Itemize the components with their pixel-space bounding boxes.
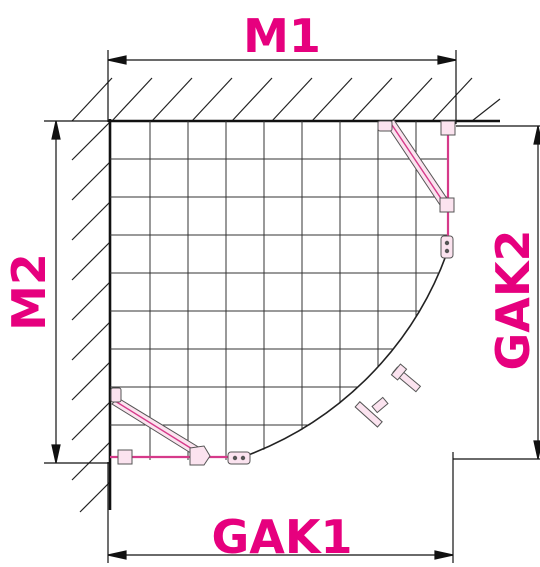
- top-wall-hatching: [71, 77, 501, 122]
- dimension-gak2: [453, 125, 540, 460]
- walls: [108, 119, 500, 510]
- dimension-m2: [44, 120, 110, 464]
- label-m2: M2: [2, 253, 56, 331]
- left-wall-hatching: [71, 121, 111, 513]
- label-gak1: GAK1: [211, 510, 352, 564]
- label-gak2: GAK2: [486, 229, 540, 370]
- label-m1: M1: [243, 9, 321, 63]
- tile-grid: [110, 121, 448, 460]
- door-handles: [354, 363, 422, 428]
- curved-door-track: [239, 249, 449, 459]
- dimension-gak1: [107, 452, 454, 563]
- dimension-m1: [107, 50, 457, 124]
- bottom-left-fixed-panel: [110, 387, 251, 466]
- top-right-fixed-panel: [377, 119, 456, 259]
- wall-profiles: [110, 121, 450, 459]
